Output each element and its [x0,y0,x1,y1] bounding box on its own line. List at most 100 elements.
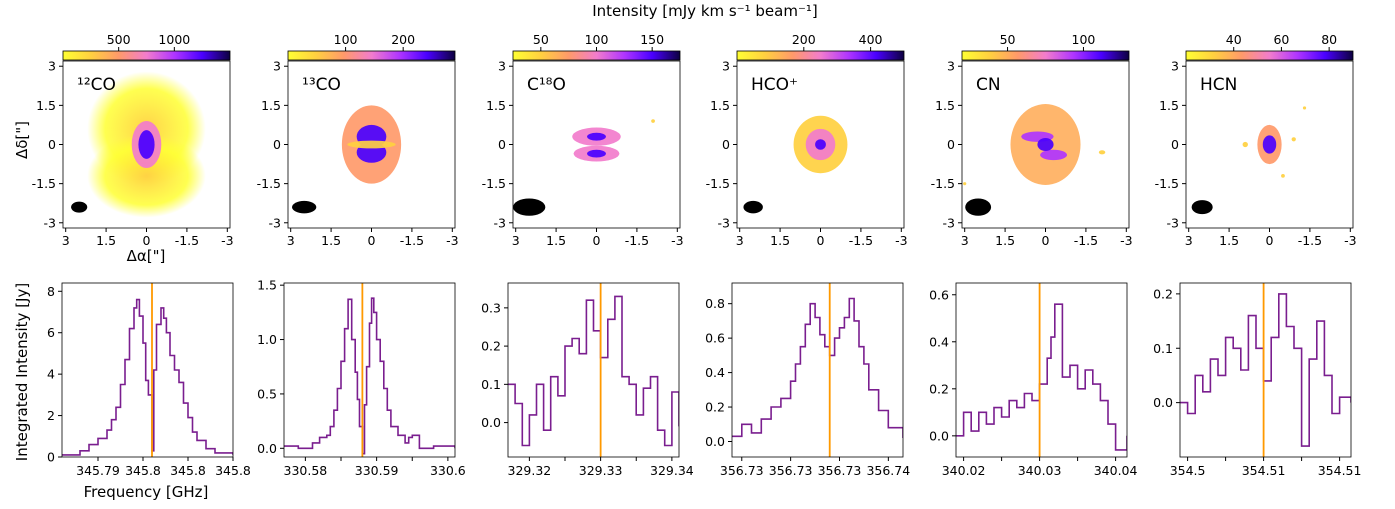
spectrum-x-axis-label: Frequency [GHz] [84,483,209,501]
colorbar [1185,50,1354,61]
map-x-tick-label: -3 [671,233,683,248]
map-x-tick-label: -1.5 [175,233,199,248]
spectrum-y-tick-label: 1.0 [257,332,277,347]
map-y-tick-label: 0 [1171,137,1179,152]
map-y-tick-label: 3 [947,59,955,74]
molecule-label: HCN [1200,75,1237,95]
map-x-tick-label: 0 [593,233,601,248]
map-panel: 500 1000 3 3 1.5 1.5 0 0 -1.5 -1.5 -3 -3 ¹²CO [32,32,234,248]
spectrum-y-tick-label: 0.2 [1153,286,1173,301]
map-x-tick-label: -1.5 [1074,233,1098,248]
figure-title: Intensity [mJy km s⁻¹ beam⁻¹] [592,2,818,20]
map-y-tick-label: 0 [48,137,56,152]
map-y-tick-label: -1.5 [257,176,281,191]
emission-blob [587,132,606,141]
map-y-tick-label: -3 [1167,215,1179,230]
map-x-tick-label: -3 [446,233,458,248]
spectrum-line [956,303,1127,451]
spectrum-panel: 330.58 330.59 330.6 0.0 0.5 1.0 1.5 [257,278,466,478]
map-x-tick-label: 1.5 [995,233,1015,248]
map-y-tick-label: 3 [498,59,506,74]
spectrum-frame [507,282,680,458]
emission [87,71,206,218]
map-y-tick-label: 1.5 [486,98,506,113]
map-y-tick-label: -3 [494,215,506,230]
spectrum-frame [61,282,234,458]
emission-blob [651,119,655,123]
map-x-tick-label: 0 [1042,233,1050,248]
beam-ellipse [292,200,317,214]
map-y-tick-label: 3 [273,59,281,74]
map-y-tick-label: 1.5 [710,98,730,113]
spectrum-y-tick-label: 0.0 [257,441,277,456]
spectrum-x-tick-label: 340.02 [942,463,986,478]
spectrum-y-tick-label: 0.2 [929,381,949,396]
map-x-tick-label: 1.5 [546,233,566,248]
map-x-tick-label: -1.5 [1298,233,1322,248]
emission-blob [87,134,206,218]
emission-blob [1037,137,1054,152]
spectrum-y-tick-label: 0.6 [929,287,949,302]
emission-blob [1291,137,1296,142]
colorbar [961,50,1130,61]
spectrum-panel: 356.73 356.73 356.73 356.74 0.0 0.2 0.4 0.6 0.8 [705,282,910,478]
spectrum-y-tick-label: 0.2 [705,400,725,415]
spectrum-x-tick-label: 354.5 [1170,463,1206,478]
colorbar-tick-label: 100 [1072,32,1096,47]
map-panel: 40 60 80 3 3 1.5 1.5 0 0 -1.5 -1.5 -3 -3 HCN [1155,32,1357,248]
map-x-axis-label: Δα["] [127,247,166,265]
map-x-tick-label: 3 [512,233,520,248]
spectrum-y-tick-label: 0 [47,450,55,465]
emission-blob [347,140,396,149]
map-y-tick-label: -3 [718,215,730,230]
map-x-tick-label: 3 [736,233,744,248]
colorbar-tick-label: 60 [1273,32,1289,47]
map-x-tick-label: 3 [961,233,969,248]
map-y-tick-label: 0 [273,137,281,152]
molecule-label: HCO⁺ [751,75,798,95]
spectrum-x-tick-label: 340.03 [1018,463,1062,478]
beam-ellipse [71,201,88,213]
map-x-tick-label: 0 [817,233,825,248]
colorbar-tick-label: 200 [391,32,415,47]
map-y-tick-label: 1.5 [935,98,955,113]
emission [1242,106,1307,178]
spectrum-line [732,297,903,438]
spectrum-panel: 354.5 354.51 354.51 0.0 0.1 0.2 [1153,282,1362,478]
spectrum-x-tick-label: 345.8 [125,463,161,478]
emission [793,115,848,174]
spectrum-x-tick-label: 330.58 [284,463,328,478]
map-y-tick-label: -1.5 [482,176,506,191]
spectrum-x-tick-label: 345.79 [76,463,120,478]
emission-blob [1262,135,1277,154]
colorbar [736,50,905,61]
beam-ellipse [513,198,546,216]
map-y-tick-label: -3 [943,215,955,230]
spectrum-y-tick-label: 8 [47,284,55,299]
map-x-tick-label: 1.5 [1219,233,1239,248]
spectrum-line [62,298,233,456]
map-x-tick-label: 1.5 [96,233,116,248]
map-y-tick-label: -1.5 [706,176,730,191]
map-x-tick-label: -1.5 [849,233,873,248]
map-x-tick-label: -1.5 [400,233,424,248]
spectrum-y-tick-label: 0.6 [705,331,725,346]
colorbar-tick-label: 500 [107,32,131,47]
map-x-tick-label: 3 [287,233,295,248]
map-x-tick-label: 0 [368,233,376,248]
map-y-tick-label: 3 [1171,59,1179,74]
spectrum-frame [955,282,1128,458]
colorbar-tick-label: 50 [1000,32,1016,47]
spectrum-panel: 345.79 345.8 345.8 345.8 0 2 4 6 8 [47,282,251,478]
map-panel: 50 100 150 3 3 1.5 1.5 0 0 -1.5 -1.5 -3 -3 C¹⁸O [482,32,684,248]
map-y-tick-label: 0 [947,137,955,152]
spectrum-panel: 329.32 329.33 329.34 0.0 0.1 0.2 0.3 [481,282,694,478]
spectrum-x-tick-label: 356.74 [866,463,910,478]
spectrum-x-tick-label: 354.51 [1318,463,1362,478]
map-y-tick-label: -1.5 [1155,176,1179,191]
spectrum-y-tick-label: 0.0 [1153,395,1173,410]
spectrum-x-tick-label: 329.33 [579,463,623,478]
spectrum-y-tick-label: 1.5 [257,278,277,293]
spectrum-y-tick-label: 0.2 [481,339,501,354]
